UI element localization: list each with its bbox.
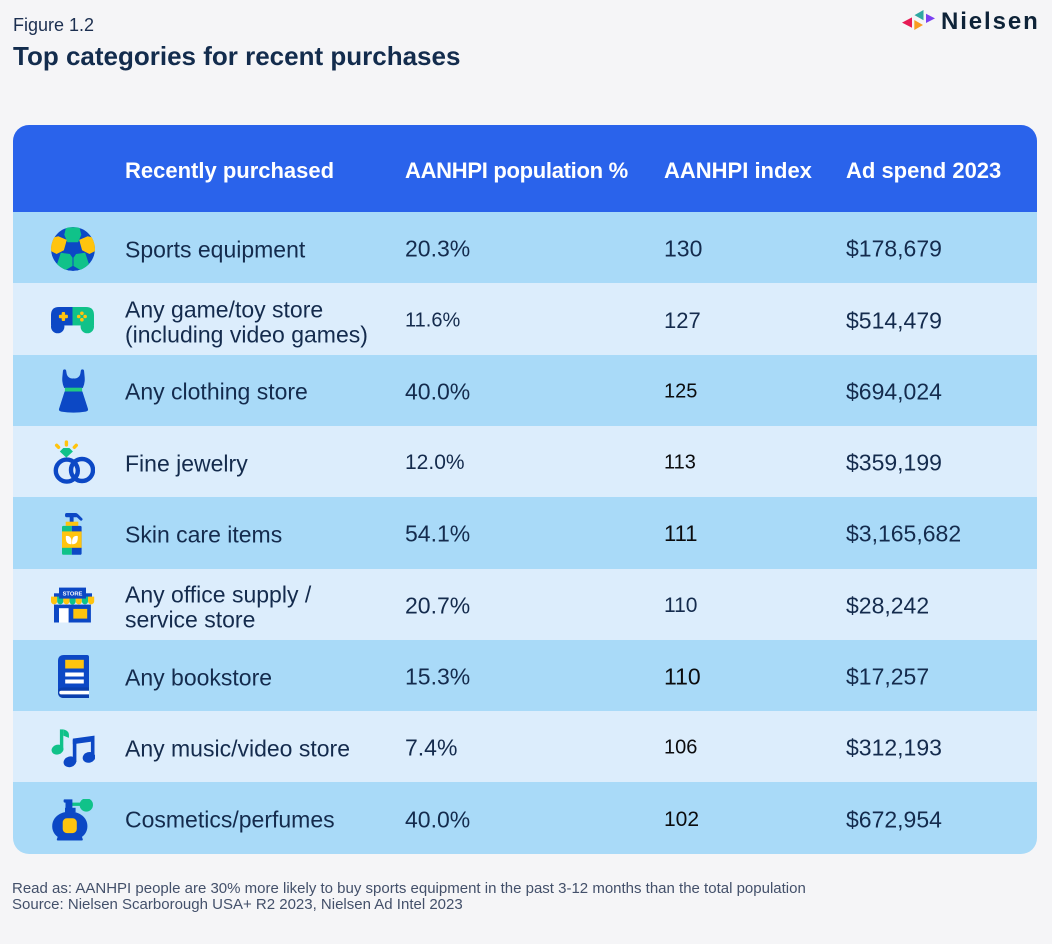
svg-text:STORE: STORE — [63, 592, 83, 598]
